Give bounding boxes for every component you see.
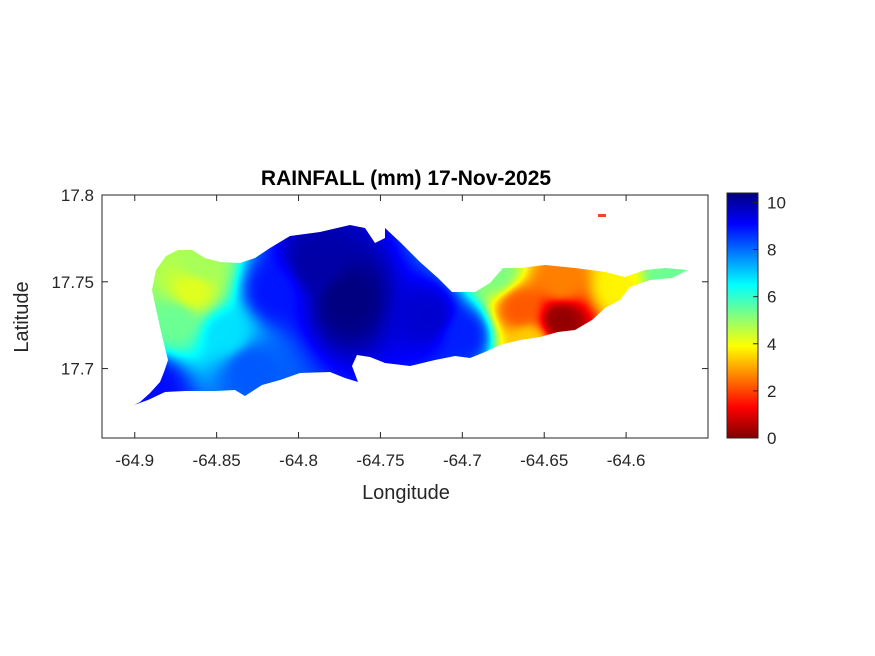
- y-axis: 17.7 17.75 17.8: [51, 186, 708, 379]
- colorbar-tick-label: 6: [767, 288, 776, 307]
- colorbar-tick-label: 4: [767, 335, 776, 354]
- x-tick-label: -64.75: [356, 451, 404, 470]
- y-tick-label: 17.75: [51, 273, 94, 292]
- colorbar-tick-label: 10: [767, 193, 786, 212]
- chart-title: RAINFALL (mm) 17-Nov-2025: [261, 167, 551, 190]
- x-tick-label: -64.85: [193, 451, 241, 470]
- y-tick-label: 17.7: [61, 360, 94, 379]
- small-islet: [598, 214, 606, 217]
- x-axis-label: Longitude: [362, 482, 450, 504]
- x-tick-label: -64.6: [607, 451, 646, 470]
- colorbar-ticks: 0 2 4 6 8 10: [753, 193, 786, 448]
- y-axis-label: Latitude: [11, 281, 33, 352]
- colorbar-tick-label: 2: [767, 382, 776, 401]
- x-tick-label: -64.9: [115, 451, 154, 470]
- x-tick-label: -64.8: [279, 451, 318, 470]
- y-tick-label: 17.8: [61, 186, 94, 205]
- colorbar-tick-label: 0: [767, 429, 776, 448]
- colorbar: [726, 192, 759, 439]
- x-tick-label: -64.65: [520, 451, 568, 470]
- x-tick-label: -64.7: [443, 451, 482, 470]
- colorbar-tick-label: 8: [767, 241, 776, 260]
- x-axis: -64.9 -64.85 -64.8 -64.75 -64.7 -64.65 -64.6: [115, 195, 645, 470]
